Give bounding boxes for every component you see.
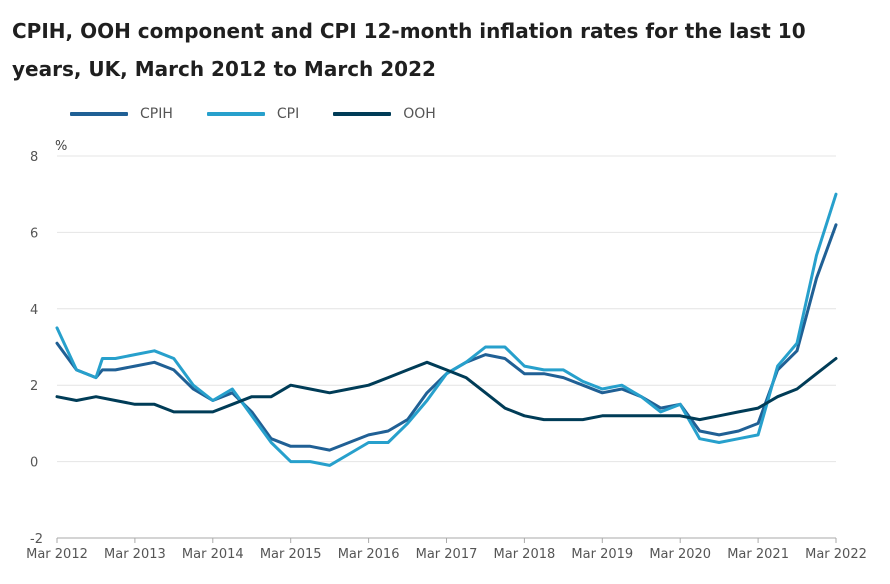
- series-line-cpih: [55, 223, 838, 452]
- y-tick-label: 4: [30, 303, 38, 318]
- x-tick-label: Mar 2019: [571, 547, 633, 562]
- legend-item-ooh: OOH: [333, 106, 436, 122]
- legend-item-cpih: CPIH: [70, 106, 173, 122]
- legend-swatch-cpi: [206, 112, 265, 116]
- x-tick-label: Mar 2013: [104, 547, 166, 562]
- x-tick-label: Mar 2018: [494, 547, 556, 562]
- y-axis-ticks: -2 0 2 4 6 8: [30, 150, 43, 547]
- x-tick-label: Mar 2017: [416, 547, 478, 562]
- x-tick-label: Mar 2012: [26, 547, 88, 562]
- gridlines: [57, 155, 836, 463]
- legend-label-ooh: OOH: [403, 106, 436, 122]
- x-tick-label: Mar 2015: [260, 547, 322, 562]
- x-tick-label: Mar 2022: [805, 547, 867, 562]
- x-axis-ticks: Mar 2012 Mar 2013 Mar 2014 Mar 2015 Mar 2016…: [26, 538, 867, 562]
- legend-swatch-cpih: [70, 112, 128, 116]
- x-tick-label: Mar 2020: [649, 547, 711, 562]
- series-line-ooh: [55, 357, 838, 422]
- series-lines: [55, 192, 838, 467]
- legend-item-cpi: CPI: [206, 106, 300, 122]
- series-line-cpi: [55, 192, 838, 467]
- legend-label-cpih: CPIH: [140, 106, 173, 122]
- y-axis-unit: %: [55, 139, 67, 154]
- x-tick-label: Mar 2014: [182, 547, 244, 562]
- legend-label-cpi: CPI: [276, 106, 300, 122]
- y-tick-label: 0: [30, 456, 38, 471]
- x-tick-label: Mar 2016: [338, 547, 400, 562]
- chart-title: CPIH, OOH component and CPI 12-month inf…: [12, 19, 806, 81]
- chart-legend: CPIH CPI OOH: [70, 104, 470, 124]
- y-tick-label: 2: [30, 379, 38, 394]
- x-tick-label: Mar 2021: [727, 547, 789, 562]
- y-tick-label: 8: [30, 150, 38, 165]
- y-tick-label: 6: [30, 226, 38, 241]
- legend-swatch-ooh: [333, 112, 392, 116]
- y-tick-label: -2: [30, 532, 43, 547]
